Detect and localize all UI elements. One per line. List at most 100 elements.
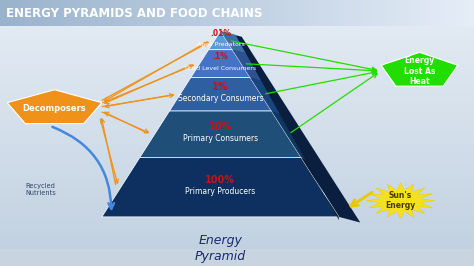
Bar [0, 65, 474, 67]
Bar [0, 185, 474, 187]
Bar [0, 55, 474, 57]
Bar [0, 244, 474, 247]
Bar [469, 0, 474, 26]
Bar [43, 0, 47, 26]
Bar [0, 140, 474, 142]
Bar [360, 0, 365, 26]
Bar [0, 10, 474, 13]
Bar [0, 202, 474, 204]
Bar [0, 189, 474, 192]
Polygon shape [232, 50, 261, 81]
Bar [0, 227, 474, 229]
Bar [265, 0, 270, 26]
Bar [209, 0, 213, 26]
Text: 1%: 1% [212, 82, 228, 92]
Bar [0, 45, 474, 47]
Bar [0, 72, 474, 75]
Bar [71, 0, 76, 26]
Bar [327, 0, 332, 26]
Bar [0, 100, 474, 102]
Text: Third Level Consumers: Third Level Consumers [184, 66, 256, 71]
Bar [28, 0, 33, 26]
Polygon shape [140, 111, 301, 157]
Bar [175, 0, 180, 26]
Bar [0, 165, 474, 167]
Bar [0, 105, 474, 107]
Bar [299, 0, 303, 26]
Bar [152, 0, 156, 26]
Bar [398, 0, 403, 26]
Bar [0, 32, 474, 35]
Bar [341, 0, 346, 26]
Bar [24, 0, 28, 26]
Bar [0, 237, 474, 239]
Bar [242, 0, 246, 26]
Bar [0, 207, 474, 209]
Bar [0, 212, 474, 214]
Bar [422, 0, 427, 26]
Polygon shape [301, 157, 339, 220]
Bar [332, 0, 337, 26]
Bar [0, 204, 474, 207]
Bar [0, 20, 474, 22]
Bar [19, 0, 24, 26]
Bar [0, 60, 474, 62]
Bar [412, 0, 417, 26]
Bar [0, 27, 474, 30]
Bar [0, 107, 474, 110]
Bar [374, 0, 379, 26]
Bar [0, 160, 474, 162]
Bar [0, 197, 474, 200]
Bar [0, 125, 474, 127]
Bar [0, 174, 474, 177]
Bar [337, 0, 341, 26]
Bar [0, 115, 474, 117]
Bar [38, 0, 43, 26]
Bar [0, 135, 474, 137]
Bar [66, 0, 71, 26]
Bar [180, 0, 185, 26]
Bar [365, 0, 370, 26]
Bar [0, 7, 474, 10]
Polygon shape [7, 90, 102, 124]
Bar [137, 0, 142, 26]
Bar [0, 180, 474, 182]
Bar [0, 30, 474, 32]
Bar [190, 0, 194, 26]
Bar [123, 0, 128, 26]
Bar [0, 117, 474, 120]
Bar [284, 0, 289, 26]
Bar [0, 145, 474, 147]
Bar [171, 0, 175, 26]
Text: Primary Producers: Primary Producers [185, 187, 255, 196]
Polygon shape [220, 31, 246, 53]
Bar [90, 0, 95, 26]
Polygon shape [381, 52, 458, 86]
Bar [450, 0, 455, 26]
Bar [431, 0, 436, 26]
Bar [0, 217, 474, 219]
Bar [0, 182, 474, 185]
Bar [9, 0, 14, 26]
Bar [0, 77, 474, 80]
Bar [441, 0, 446, 26]
Polygon shape [250, 78, 280, 114]
Text: Primary Consumers: Primary Consumers [183, 134, 258, 143]
Text: Decomposers: Decomposers [23, 104, 86, 113]
Bar [393, 0, 398, 26]
Bar [0, 242, 474, 244]
Bar [52, 0, 57, 26]
Bar [0, 224, 474, 227]
Bar [57, 0, 62, 26]
Bar [0, 62, 474, 65]
Bar [0, 162, 474, 165]
Text: 10%: 10% [209, 122, 232, 132]
Bar [275, 0, 280, 26]
Bar [0, 75, 474, 77]
Bar [0, 152, 474, 155]
Bar [0, 110, 474, 112]
Bar [0, 35, 474, 38]
Bar [322, 0, 327, 26]
Bar [460, 0, 465, 26]
Text: Energy
Lost As
Heat: Energy Lost As Heat [404, 56, 435, 86]
